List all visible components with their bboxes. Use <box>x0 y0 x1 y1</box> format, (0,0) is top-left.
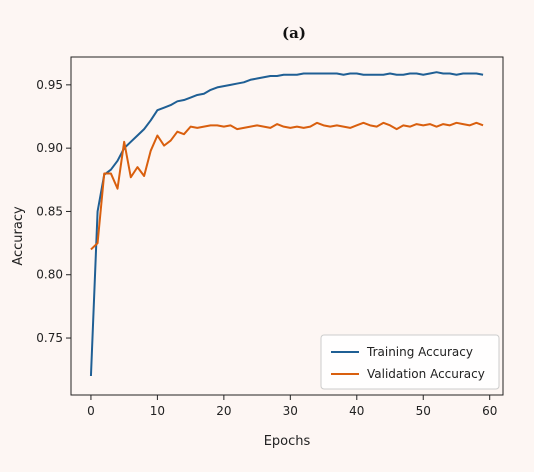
y-tick-label: 0.80 <box>36 268 63 282</box>
y-tick-label: 0.90 <box>36 141 63 155</box>
y-tick-label: 0.95 <box>36 78 63 92</box>
legend-validation-label: Validation Accuracy <box>367 367 485 381</box>
x-tick-label: 40 <box>349 404 364 418</box>
plot-area: 0 10 20 30 40 50 60 0.75 0.80 0.85 0.90 0.95 Trainin… <box>36 56 504 418</box>
y-axis-label: Accuracy <box>11 206 26 266</box>
validation-accuracy-line <box>90 121 484 251</box>
axes-frame <box>70 56 504 396</box>
y-tick-label: 0.75 <box>36 331 63 345</box>
x-tick-label: 60 <box>482 404 497 418</box>
legend-training-label: Training Accuracy <box>366 345 473 359</box>
chart-title: (a) <box>282 24 306 42</box>
x-tick-label: 10 <box>150 404 165 418</box>
y-tick-label: 0.85 <box>36 204 63 218</box>
x-tick-label: 50 <box>416 404 431 418</box>
x-tick-label: 0 <box>87 404 95 418</box>
x-axis-label: Epochs <box>264 434 311 449</box>
training-accuracy-line <box>89 71 484 377</box>
legend-box <box>320 334 500 390</box>
x-tick-label: 20 <box>216 404 231 418</box>
x-tick-label: 30 <box>283 404 298 418</box>
